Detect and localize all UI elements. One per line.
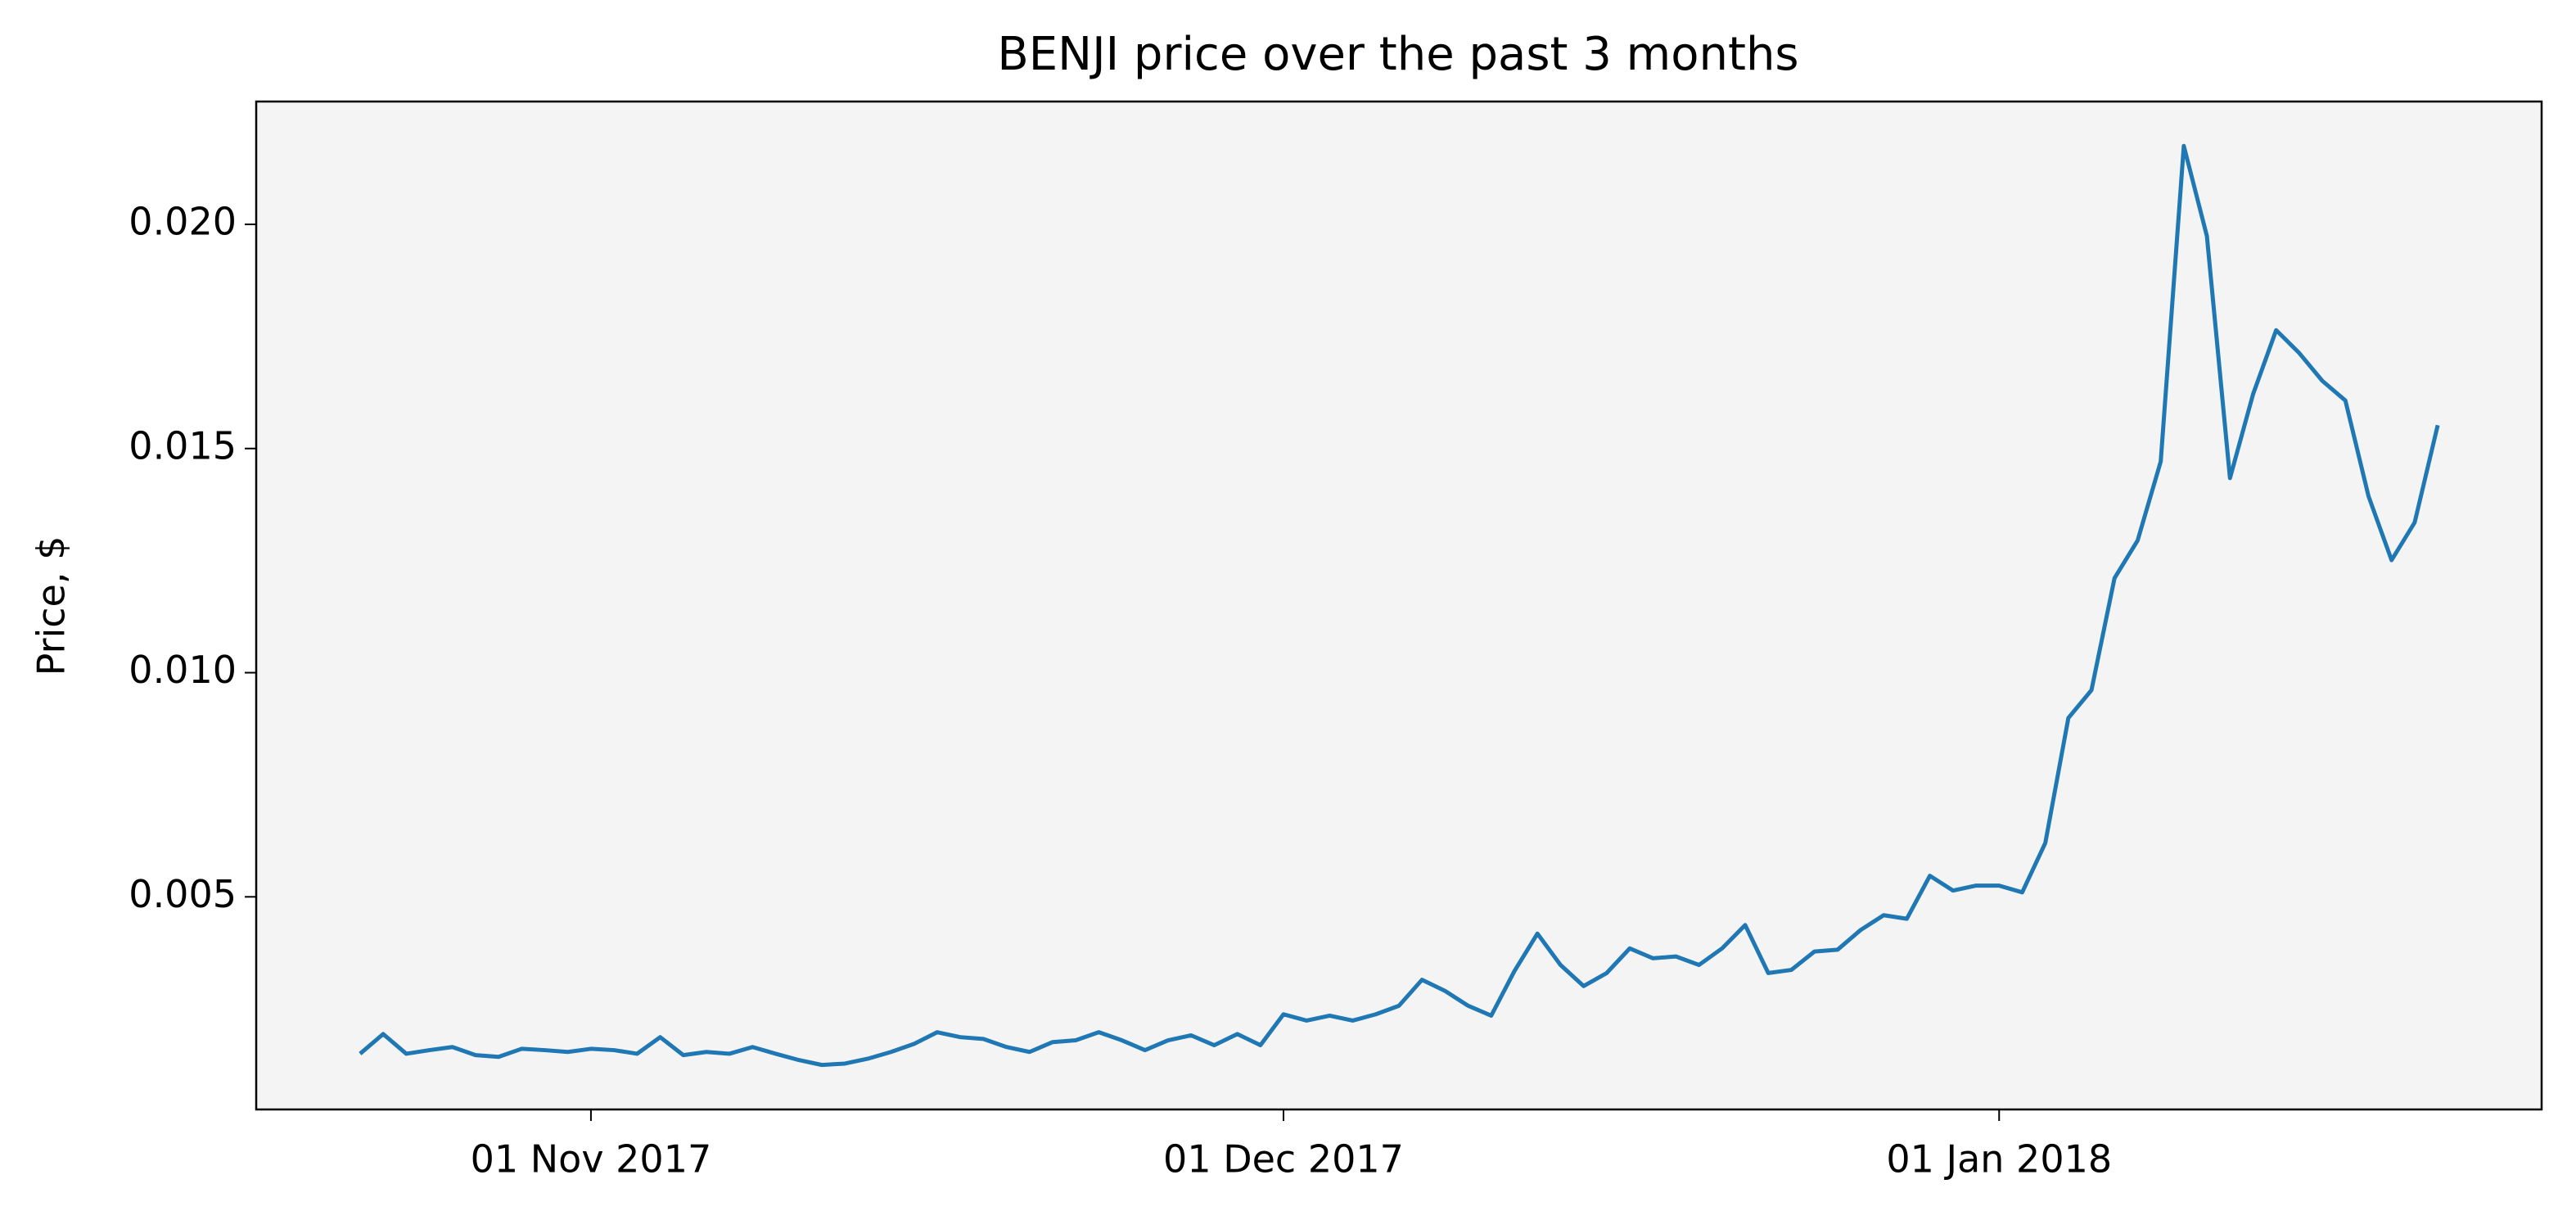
y-tick-label: 0.010 (129, 648, 237, 692)
price-line (359, 143, 2440, 1068)
y-tick-label: 0.020 (129, 200, 237, 244)
x-tick-label: 01 Dec 2017 (1163, 1137, 1404, 1182)
x-tick-label: 01 Nov 2017 (471, 1137, 712, 1182)
y-tick-label: 0.015 (129, 423, 237, 468)
plot-frame (255, 100, 2543, 1111)
plot-area (256, 102, 2542, 1109)
y-axis-label: Price, $ (29, 536, 74, 676)
y-tick-label: 0.005 (129, 872, 237, 916)
x-tick-label: 01 Jan 2018 (1886, 1137, 2112, 1182)
chart-title: BENJI price over the past 3 months (997, 28, 1798, 81)
